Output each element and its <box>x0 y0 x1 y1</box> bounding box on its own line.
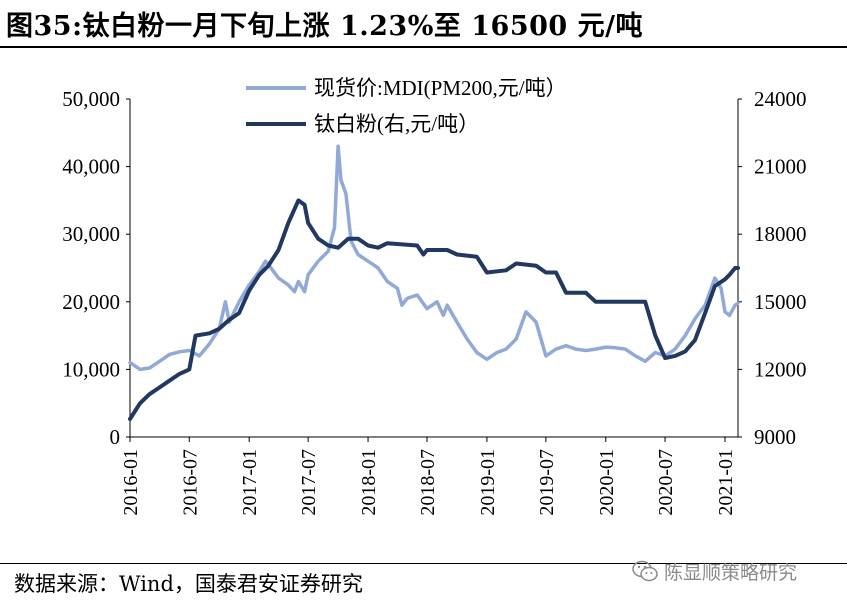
left-tick-label: 20,000 <box>62 290 120 314</box>
x-tick-label: 2018-01 <box>358 449 380 516</box>
mdi-series-group <box>128 144 740 372</box>
x-tick-label: 2019-01 <box>477 449 499 516</box>
x-tick-label: 2016-01 <box>120 449 142 516</box>
chart-title: 图35:钛白粉一月下旬上涨 1.23%至 16500 元/吨 <box>6 11 643 42</box>
title-divider <box>0 46 847 48</box>
right-tick-label: 9000 <box>754 425 796 449</box>
x-tick-label: 2017-07 <box>298 449 320 516</box>
left-tick-label: 40,000 <box>62 155 120 179</box>
x-tick-label: 2016-07 <box>179 449 201 516</box>
right-tick-label: 18000 <box>754 222 807 246</box>
left-tick-label: 0 <box>110 425 121 449</box>
left-tick-label: 10,000 <box>62 357 120 381</box>
right-tick-label: 12000 <box>754 357 807 381</box>
watermark: 陈显顺策略研究 <box>632 556 797 586</box>
mdi-price-line <box>128 144 740 372</box>
legend-label: 现货价:MDI(PM200,元/吨） <box>314 76 567 100</box>
right-tick-label: 21000 <box>754 155 807 179</box>
source-note: 数据来源：Wind，国泰君安证券研究 <box>14 572 363 596</box>
axes-group: 0 10,000 20,000 30,000 40,000 50,000 9000 12000… <box>62 87 806 516</box>
x-tick-label: 2018-07 <box>417 449 439 516</box>
watermark-text: 陈显顺策略研究 <box>664 561 798 584</box>
footer-divider <box>0 563 847 564</box>
x-tick-label: 2021-01 <box>715 449 737 516</box>
left-tick-label: 30,000 <box>62 222 120 246</box>
right-tick-label: 15000 <box>754 290 807 314</box>
right-tick-label: 24000 <box>754 87 807 111</box>
chart: 0 10,000 20,000 30,000 40,000 50,000 9000 12000… <box>62 76 806 516</box>
x-tick-label: 2020-01 <box>596 449 618 516</box>
wechat-icon <box>632 560 658 582</box>
titanium-dioxide-line <box>128 198 740 421</box>
titanium-series-group <box>128 198 740 421</box>
left-tick-label: 50,000 <box>62 87 120 111</box>
x-tick-label: 2020-07 <box>655 449 677 516</box>
legend-label: 钛白粉(右,元/吨） <box>314 112 479 136</box>
x-tick-label: 2019-07 <box>536 449 558 516</box>
legend: 现货价:MDI(PM200,元/吨） 钛白粉(右,元/吨） <box>246 76 567 136</box>
x-tick-label: 2017-01 <box>239 449 261 516</box>
